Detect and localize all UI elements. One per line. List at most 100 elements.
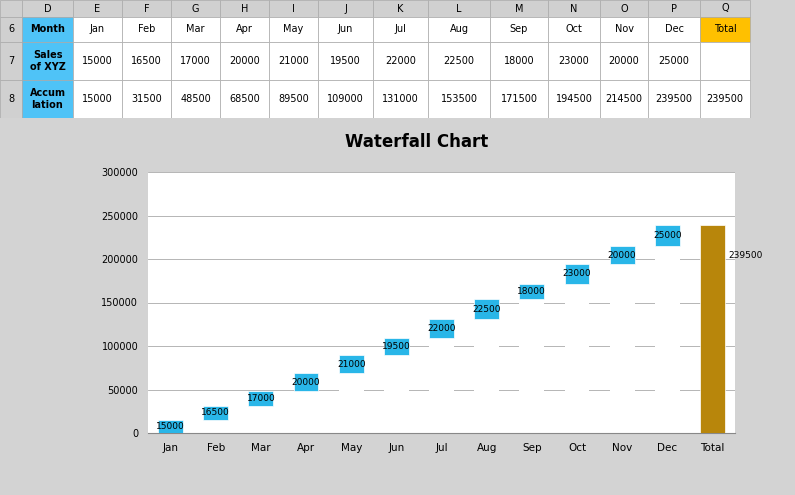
Bar xyxy=(548,0,600,17)
Text: 194500: 194500 xyxy=(556,94,592,104)
Bar xyxy=(519,284,545,299)
Bar xyxy=(384,338,409,355)
Bar xyxy=(490,42,548,80)
Text: N: N xyxy=(570,3,578,13)
Text: 8: 8 xyxy=(8,94,14,104)
Bar xyxy=(428,80,490,118)
Bar xyxy=(600,42,648,80)
Bar xyxy=(373,80,428,118)
Text: Sep: Sep xyxy=(510,24,528,35)
Bar xyxy=(648,0,700,17)
Bar xyxy=(318,80,373,118)
Bar xyxy=(249,405,273,433)
Text: 214500: 214500 xyxy=(606,94,642,104)
Text: P: P xyxy=(671,3,677,13)
Text: 17000: 17000 xyxy=(180,56,211,66)
Text: Total: Total xyxy=(714,24,736,35)
Text: L: L xyxy=(456,3,462,13)
Text: 25000: 25000 xyxy=(658,56,689,66)
Text: 7: 7 xyxy=(8,56,14,66)
Text: 21000: 21000 xyxy=(337,360,366,369)
Bar xyxy=(22,17,73,42)
Bar xyxy=(648,17,700,42)
Bar xyxy=(428,0,490,17)
Bar xyxy=(293,373,319,391)
Bar xyxy=(429,338,454,433)
Bar xyxy=(548,17,600,42)
Text: Waterfall Chart: Waterfall Chart xyxy=(345,133,488,151)
Bar xyxy=(428,17,490,42)
Text: G: G xyxy=(192,3,200,13)
Bar xyxy=(564,264,589,284)
Text: 20000: 20000 xyxy=(292,378,320,387)
Text: Jun: Jun xyxy=(338,24,353,35)
Bar xyxy=(600,80,648,118)
Bar xyxy=(269,17,318,42)
Text: 171500: 171500 xyxy=(501,94,537,104)
Bar xyxy=(122,0,171,17)
Bar xyxy=(490,0,548,17)
Text: Dec: Dec xyxy=(665,24,684,35)
Bar xyxy=(490,80,548,118)
Bar xyxy=(318,42,373,80)
Text: Aug: Aug xyxy=(449,24,468,35)
Bar xyxy=(22,42,73,80)
Bar xyxy=(700,225,725,433)
Bar xyxy=(700,0,750,17)
Text: M: M xyxy=(514,3,523,13)
Bar xyxy=(293,391,319,433)
Bar xyxy=(648,80,700,118)
Text: 48500: 48500 xyxy=(180,94,211,104)
Bar xyxy=(0,42,22,80)
Text: 131000: 131000 xyxy=(382,94,419,104)
Text: 6: 6 xyxy=(8,24,14,35)
Bar xyxy=(22,0,73,17)
Bar xyxy=(700,80,750,118)
Bar xyxy=(655,247,680,433)
Text: 19500: 19500 xyxy=(382,342,411,351)
Bar xyxy=(269,80,318,118)
Bar xyxy=(600,0,648,17)
Text: 68500: 68500 xyxy=(229,94,260,104)
Bar xyxy=(22,80,73,118)
Text: O: O xyxy=(620,3,628,13)
Text: 20000: 20000 xyxy=(608,250,637,259)
Text: 15000: 15000 xyxy=(82,94,113,104)
Bar xyxy=(0,80,22,118)
Bar xyxy=(564,284,589,433)
Text: Accum
lation: Accum lation xyxy=(29,88,65,110)
Text: Apr: Apr xyxy=(236,24,253,35)
Text: 20000: 20000 xyxy=(229,56,260,66)
Bar xyxy=(249,391,273,405)
Bar xyxy=(171,42,220,80)
Text: 153500: 153500 xyxy=(440,94,478,104)
Text: E: E xyxy=(95,3,100,13)
Text: 31500: 31500 xyxy=(131,94,162,104)
Bar xyxy=(73,17,122,42)
Bar xyxy=(220,0,269,17)
Bar xyxy=(610,264,634,433)
Text: I: I xyxy=(292,3,295,13)
Text: 16500: 16500 xyxy=(201,408,230,417)
Bar xyxy=(600,17,648,42)
Bar xyxy=(373,0,428,17)
Bar xyxy=(490,17,548,42)
Bar xyxy=(384,355,409,433)
Bar xyxy=(220,80,269,118)
Text: 22000: 22000 xyxy=(427,324,456,333)
Text: Mar: Mar xyxy=(186,24,205,35)
Text: 89500: 89500 xyxy=(278,94,309,104)
Text: Oct: Oct xyxy=(565,24,583,35)
Text: 22000: 22000 xyxy=(385,56,416,66)
Bar xyxy=(428,42,490,80)
Text: 109000: 109000 xyxy=(327,94,364,104)
Text: F: F xyxy=(144,3,149,13)
Bar xyxy=(373,17,428,42)
Text: May: May xyxy=(283,24,304,35)
Text: 15000: 15000 xyxy=(82,56,113,66)
Bar xyxy=(610,247,634,264)
Bar xyxy=(73,42,122,80)
Bar xyxy=(0,0,22,17)
Bar xyxy=(519,299,545,433)
Bar xyxy=(475,299,499,319)
